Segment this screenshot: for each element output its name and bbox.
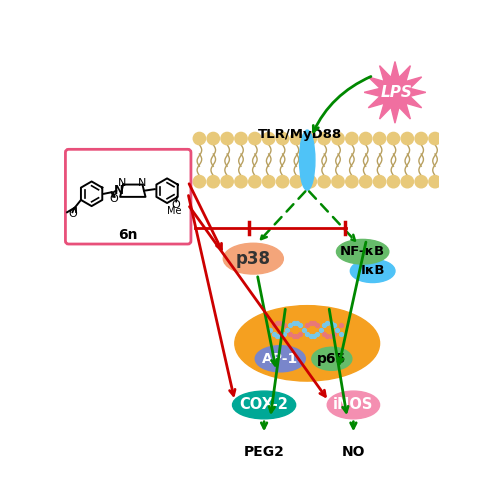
Circle shape [400, 132, 413, 144]
Ellipse shape [223, 244, 283, 274]
Ellipse shape [326, 391, 379, 419]
Polygon shape [364, 62, 425, 123]
Text: p65: p65 [317, 352, 346, 366]
Circle shape [262, 132, 274, 144]
Text: N: N [137, 178, 145, 188]
Circle shape [345, 176, 357, 188]
Circle shape [359, 132, 371, 144]
Circle shape [414, 132, 427, 144]
Circle shape [373, 132, 385, 144]
Text: COX-2: COX-2 [239, 398, 288, 412]
Ellipse shape [336, 240, 388, 264]
Circle shape [276, 132, 288, 144]
Text: IκB: IκB [360, 264, 384, 278]
Text: p38: p38 [235, 250, 270, 268]
Text: LPS: LPS [380, 85, 411, 100]
Circle shape [234, 176, 246, 188]
Ellipse shape [311, 347, 351, 370]
Circle shape [276, 176, 288, 188]
Text: O: O [69, 209, 78, 219]
Ellipse shape [299, 130, 314, 190]
Circle shape [248, 132, 261, 144]
Ellipse shape [255, 346, 305, 372]
Text: iNOS: iNOS [332, 398, 373, 412]
Ellipse shape [349, 260, 394, 282]
Circle shape [331, 176, 344, 188]
Text: O: O [171, 200, 180, 209]
Circle shape [317, 176, 329, 188]
Circle shape [304, 132, 316, 144]
Circle shape [386, 176, 399, 188]
Circle shape [428, 132, 440, 144]
Circle shape [262, 176, 274, 188]
Text: O: O [109, 194, 118, 204]
Circle shape [193, 176, 205, 188]
Circle shape [414, 176, 427, 188]
Circle shape [331, 132, 344, 144]
Circle shape [290, 176, 302, 188]
Text: Me: Me [167, 206, 182, 216]
Text: AP-1: AP-1 [262, 352, 298, 366]
Circle shape [373, 176, 385, 188]
Circle shape [386, 132, 399, 144]
Circle shape [359, 176, 371, 188]
Circle shape [193, 132, 205, 144]
Text: TLR/MyD88: TLR/MyD88 [257, 128, 341, 141]
Ellipse shape [232, 391, 295, 419]
Circle shape [207, 132, 219, 144]
Circle shape [317, 132, 329, 144]
Circle shape [221, 176, 233, 188]
Circle shape [304, 176, 316, 188]
Text: PEG2: PEG2 [243, 445, 284, 459]
Circle shape [428, 176, 440, 188]
Circle shape [248, 176, 261, 188]
Circle shape [221, 132, 233, 144]
Circle shape [290, 132, 302, 144]
Text: N: N [114, 184, 124, 197]
Circle shape [207, 176, 219, 188]
FancyBboxPatch shape [65, 150, 190, 244]
Text: 6n: 6n [118, 228, 138, 242]
Circle shape [234, 132, 246, 144]
Text: N: N [118, 178, 126, 188]
Circle shape [345, 132, 357, 144]
Text: NF-κB: NF-κB [339, 245, 385, 258]
Circle shape [400, 176, 413, 188]
Ellipse shape [234, 306, 379, 381]
Text: NO: NO [341, 445, 365, 459]
